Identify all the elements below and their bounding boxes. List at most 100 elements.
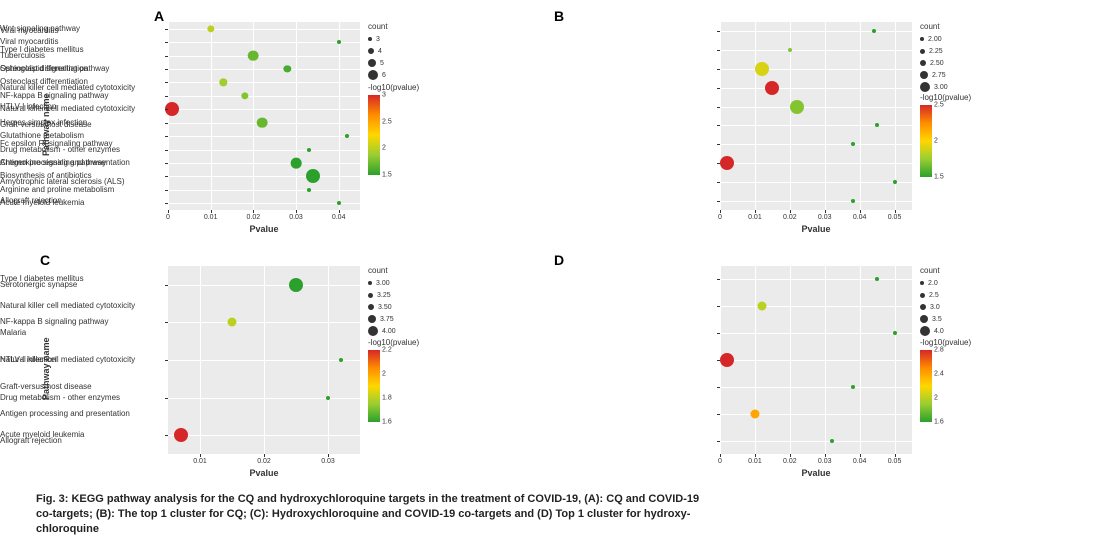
size-legend-label: 3.5 <box>932 316 942 323</box>
gridline <box>168 136 360 137</box>
y-tick-label: Amyotrophic lateral sclerosis (ALS) <box>0 177 718 186</box>
legend-dot-icon <box>920 281 924 285</box>
data-point <box>757 302 766 311</box>
y-tick <box>165 96 168 97</box>
colorbar-tick-label: 2 <box>934 138 938 145</box>
x-axis-title: Pvalue <box>720 224 912 234</box>
size-legend-row: 2.25 <box>920 45 948 57</box>
size-legend-label: 3.75 <box>380 316 394 323</box>
data-point <box>872 29 876 33</box>
x-tick-label: 0.02 <box>783 458 797 465</box>
plot-area-D <box>720 266 912 454</box>
panel-label-B: B <box>554 8 564 24</box>
data-point <box>755 62 769 76</box>
color-legend-title: -log10(pvalue) <box>920 338 971 347</box>
x-tick <box>296 210 297 213</box>
x-tick-label: 0.02 <box>257 458 271 465</box>
gridline <box>860 22 861 210</box>
figure-caption-line: Fig. 3: KEGG pathway analysis for the CQ… <box>36 492 699 506</box>
y-tick <box>717 387 720 388</box>
data-point <box>228 318 237 327</box>
x-axis-title: Pvalue <box>168 468 360 478</box>
y-tick-label: Osteoclast differentiation <box>0 64 718 73</box>
legend-dot-icon <box>368 315 376 323</box>
colorbar-tick-label: 2 <box>934 395 938 402</box>
x-tick <box>895 210 896 213</box>
x-tick-label: 0.01 <box>748 214 762 221</box>
x-tick-label: 0.02 <box>247 214 261 221</box>
y-tick <box>165 136 168 137</box>
gridline <box>720 31 912 32</box>
gridline <box>720 360 912 361</box>
gridline <box>825 22 826 210</box>
panel-label-A: A <box>154 8 164 24</box>
gridline <box>720 333 912 334</box>
gridline <box>720 144 912 145</box>
x-axis-title: Pvalue <box>168 224 360 234</box>
gridline <box>720 107 912 108</box>
y-tick-label: Malaria <box>0 328 718 337</box>
colorbar-tick-label: 3 <box>382 92 386 99</box>
y-tick <box>165 285 168 286</box>
legend-dot-icon <box>920 37 924 41</box>
gridline <box>720 201 912 202</box>
y-tick <box>165 190 168 191</box>
y-tick <box>717 333 720 334</box>
x-tick-label: 0.05 <box>888 458 902 465</box>
y-tick-label: Graft-versus-host disease <box>0 120 718 129</box>
gridline <box>720 182 912 183</box>
gridline <box>720 22 721 210</box>
y-tick-label: Antigen processing and presentation <box>0 158 718 167</box>
size-legend-label: 3.0 <box>930 304 940 311</box>
colorbar-tick-label: 2.2 <box>382 347 392 354</box>
y-tick <box>717 414 720 415</box>
x-tick-label: 0.01 <box>193 458 207 465</box>
gridline <box>895 266 896 454</box>
size-legend-label: 4.0 <box>934 328 944 335</box>
y-tick-label: Natural killer cell mediated cytotoxicit… <box>0 301 718 310</box>
x-tick <box>200 454 201 457</box>
x-tick-label: 0.03 <box>818 458 832 465</box>
data-point <box>893 180 897 184</box>
gridline <box>720 88 912 89</box>
data-point <box>750 409 759 418</box>
size-legend-row: 3.00 <box>920 81 948 93</box>
data-point <box>851 142 855 146</box>
size-legend-row: 4.0 <box>920 325 944 337</box>
y-tick <box>165 42 168 43</box>
size-legend-label: 2.75 <box>932 72 946 79</box>
figure-caption-line: chloroquine <box>36 522 99 536</box>
size-legend: count2.02.53.03.54.0 <box>920 266 944 337</box>
gridline <box>825 266 826 454</box>
x-tick <box>339 210 340 213</box>
data-point <box>337 40 341 44</box>
y-tick <box>717 279 720 280</box>
colorbar-tick-label: 2.8 <box>934 347 944 354</box>
gridline <box>720 125 912 126</box>
x-tick <box>790 454 791 457</box>
data-point <box>788 48 792 52</box>
y-tick-label: HTLV-I infection <box>0 102 718 111</box>
y-tick <box>717 69 720 70</box>
x-tick <box>720 454 721 457</box>
x-tick-label: 0 <box>166 214 170 221</box>
size-legend-title: count <box>920 266 944 275</box>
gridline <box>720 387 912 388</box>
size-legend-label: 2.5 <box>929 292 939 299</box>
x-tick-label: 0.04 <box>853 214 867 221</box>
size-legend-label: 3.25 <box>377 292 391 299</box>
colorbar-tick-label: 1.6 <box>382 419 392 426</box>
gridline <box>860 266 861 454</box>
legend-dot-icon <box>920 326 930 336</box>
x-tick <box>860 210 861 213</box>
colorbar-tick-label: 2.4 <box>934 371 944 378</box>
y-tick-label: NF-kappa B signaling pathway <box>0 317 166 326</box>
gridline <box>168 96 360 97</box>
x-tick <box>253 210 254 213</box>
gridline <box>720 163 912 164</box>
size-legend-row: 3.0 <box>920 301 944 313</box>
x-tick-label: 0.03 <box>289 214 303 221</box>
size-legend-label: 2.50 <box>930 60 944 67</box>
y-tick-label: Allograft rejection <box>0 196 718 205</box>
y-tick <box>717 201 720 202</box>
